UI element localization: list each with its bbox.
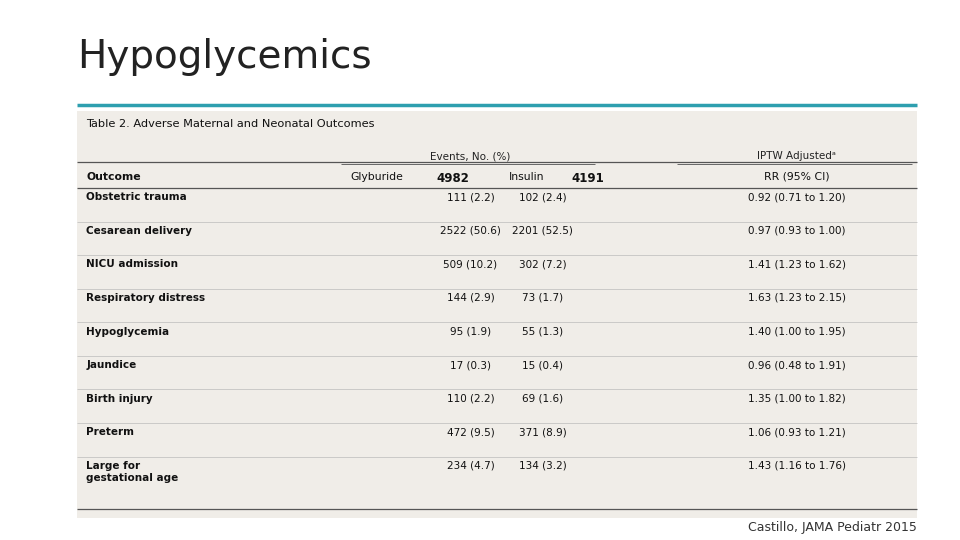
Text: IPTW Adjustedᵃ: IPTW Adjustedᵃ <box>757 151 836 161</box>
Text: Insulin: Insulin <box>509 172 544 182</box>
Text: 371 (8.9): 371 (8.9) <box>518 427 566 437</box>
Text: 472 (9.5): 472 (9.5) <box>446 427 494 437</box>
Text: Obstetric trauma: Obstetric trauma <box>86 192 187 202</box>
Text: Large for
gestational age: Large for gestational age <box>86 461 179 483</box>
Text: 1.06 (0.93 to 1.21): 1.06 (0.93 to 1.21) <box>748 427 846 437</box>
Text: 1.35 (1.00 to 1.82): 1.35 (1.00 to 1.82) <box>748 394 846 404</box>
Text: 4982: 4982 <box>437 172 469 185</box>
Text: 302 (7.2): 302 (7.2) <box>518 259 566 269</box>
Text: 2522 (50.6): 2522 (50.6) <box>440 226 501 236</box>
Text: 69 (1.6): 69 (1.6) <box>522 394 563 404</box>
Text: 1.63 (1.23 to 2.15): 1.63 (1.23 to 2.15) <box>748 293 846 303</box>
Text: 1.40 (1.00 to 1.95): 1.40 (1.00 to 1.95) <box>748 327 846 336</box>
FancyBboxPatch shape <box>77 111 917 518</box>
Text: RR (95% CI): RR (95% CI) <box>764 172 829 182</box>
Text: 111 (2.2): 111 (2.2) <box>446 192 494 202</box>
Text: NICU admission: NICU admission <box>86 259 179 269</box>
Text: Hypoglycemia: Hypoglycemia <box>86 327 170 336</box>
Text: 55 (1.3): 55 (1.3) <box>522 327 563 336</box>
Text: 17 (0.3): 17 (0.3) <box>450 360 491 370</box>
Text: Preterm: Preterm <box>86 427 134 437</box>
Text: 4191: 4191 <box>571 172 604 185</box>
Text: 15 (0.4): 15 (0.4) <box>522 360 563 370</box>
Text: 144 (2.9): 144 (2.9) <box>446 293 494 303</box>
Text: 134 (3.2): 134 (3.2) <box>518 461 566 471</box>
Text: Glyburide: Glyburide <box>350 172 403 182</box>
Text: 95 (1.9): 95 (1.9) <box>450 327 491 336</box>
Text: Cesarean delivery: Cesarean delivery <box>86 226 192 236</box>
Text: Jaundice: Jaundice <box>86 360 136 370</box>
Text: 234 (4.7): 234 (4.7) <box>446 461 494 471</box>
Text: 2201 (52.5): 2201 (52.5) <box>512 226 573 236</box>
Text: 1.43 (1.16 to 1.76): 1.43 (1.16 to 1.76) <box>748 461 846 471</box>
Text: 0.96 (0.48 to 1.91): 0.96 (0.48 to 1.91) <box>748 360 846 370</box>
Text: 0.97 (0.93 to 1.00): 0.97 (0.93 to 1.00) <box>748 226 846 236</box>
Text: 102 (2.4): 102 (2.4) <box>518 192 566 202</box>
Text: Table 2. Adverse Maternal and Neonatal Outcomes: Table 2. Adverse Maternal and Neonatal O… <box>86 119 375 129</box>
Text: 509 (10.2): 509 (10.2) <box>444 259 497 269</box>
Text: Events, No. (%): Events, No. (%) <box>430 151 511 161</box>
Text: 0.92 (0.71 to 1.20): 0.92 (0.71 to 1.20) <box>748 192 846 202</box>
Text: 1.41 (1.23 to 1.62): 1.41 (1.23 to 1.62) <box>748 259 846 269</box>
Text: Respiratory distress: Respiratory distress <box>86 293 205 303</box>
Text: Hypoglycemics: Hypoglycemics <box>77 38 372 76</box>
Text: 73 (1.7): 73 (1.7) <box>522 293 563 303</box>
Text: Castillo, JAMA Pediatr 2015: Castillo, JAMA Pediatr 2015 <box>748 521 917 534</box>
Text: Outcome: Outcome <box>86 172 141 182</box>
Text: 110 (2.2): 110 (2.2) <box>446 394 494 404</box>
Text: Birth injury: Birth injury <box>86 394 153 404</box>
